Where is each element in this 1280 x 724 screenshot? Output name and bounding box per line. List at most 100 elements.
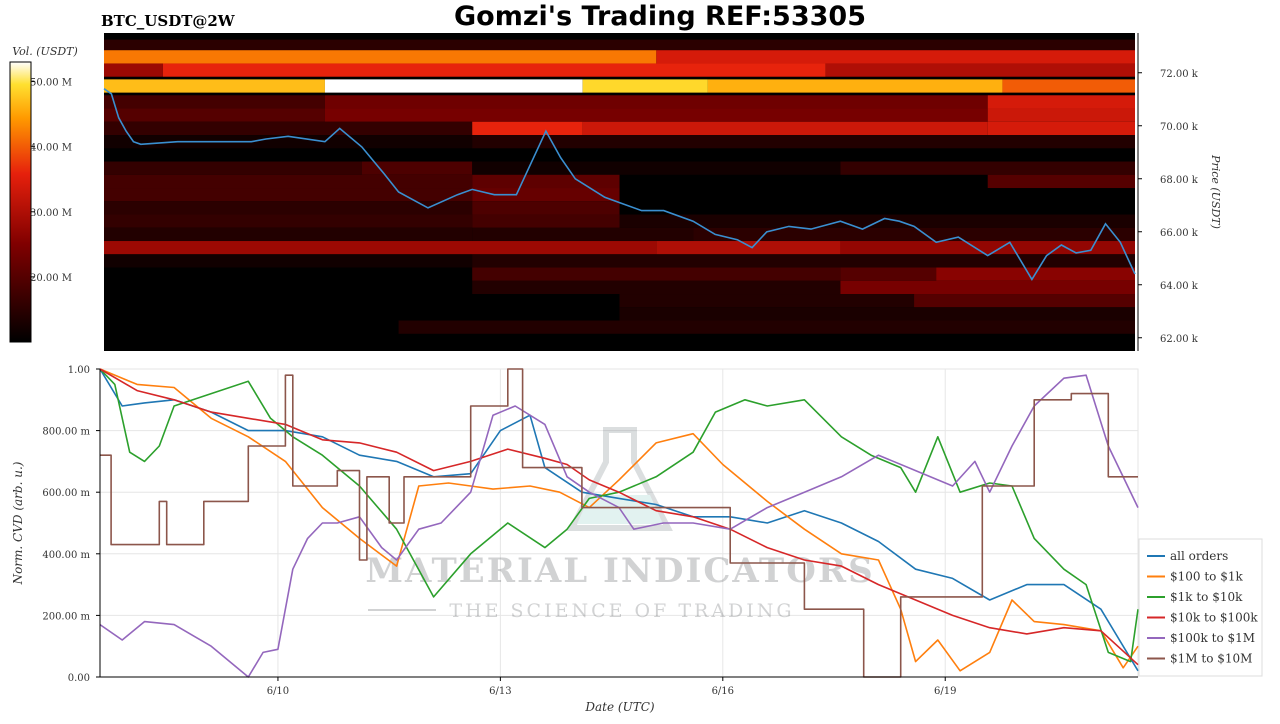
legend-label: $1k to $10k	[1170, 590, 1243, 604]
heatmap-cell	[825, 63, 1135, 77]
price-tick-label: 64.00 k	[1160, 281, 1199, 292]
price-tick-label: 70.00 k	[1160, 122, 1199, 133]
price-line	[103, 88, 1136, 281]
heatmap-cell	[104, 254, 473, 268]
heatmap-bands	[104, 39, 1136, 334]
heatmap-cell	[1002, 79, 1135, 93]
watermark-tagline: THE SCIENCE OF TRADING	[449, 600, 794, 622]
heatmap-cell	[104, 135, 473, 149]
heatmap-cell	[324, 95, 988, 109]
heatmap-cell	[707, 79, 1003, 93]
heatmap-cell	[987, 174, 1135, 189]
heatmap-cell	[840, 241, 1135, 255]
heatmap-cell	[472, 188, 620, 202]
heatmap-cell	[361, 161, 473, 175]
heatmap-cell	[398, 320, 1136, 334]
series-line	[99, 368, 1139, 666]
cvd-y-axis-label: Norm. CVD (arb. u.)	[11, 461, 25, 585]
heatmap-cell	[324, 108, 988, 122]
price-axis-label: Price (USDT)	[1209, 154, 1222, 229]
cvd-x-tick-label: 6/10	[267, 686, 289, 697]
heatmap-cell	[582, 121, 988, 136]
heatmap-cell	[693, 227, 1135, 242]
cvd-x-ticks: 6/10 6/13 6/16 6/19	[267, 677, 956, 697]
cvd-x-tick-label: 6/13	[489, 686, 511, 697]
cvd-y-tick-label: 200.00 m	[42, 611, 90, 622]
legend-label: all orders	[1170, 549, 1228, 563]
heatmap-cell	[104, 161, 362, 175]
legend-label: $100 to $1k	[1170, 570, 1243, 584]
heatmap-cell	[104, 50, 657, 64]
heatmap-cell	[472, 121, 583, 136]
legend-label: $1M to $10M	[1170, 652, 1252, 666]
legend-box	[1138, 538, 1263, 677]
cvd-y-tick-label: 600.00 m	[42, 488, 90, 499]
colorbar-tick-label: 30.00 M	[30, 208, 72, 219]
heatmap-cell	[987, 95, 1135, 109]
heatmap-cell	[472, 214, 620, 228]
symbol-label: BTC_USDT@2W	[101, 12, 236, 30]
series-line	[99, 374, 1139, 678]
heatmap-cell	[472, 267, 841, 281]
price-tick-label: 66.00 k	[1160, 228, 1199, 239]
heatmap-cell	[104, 79, 325, 93]
heatmap-cell	[619, 294, 915, 308]
legend-label: $10k to $100k	[1170, 611, 1258, 625]
price-tick-label: 72.00 k	[1160, 69, 1199, 80]
cvd-y-tick-label: 800.00 m	[42, 427, 90, 438]
heatmap-cell	[104, 121, 473, 136]
heatmap-cell	[987, 108, 1135, 122]
colorbar-tick-label: 40.00 M	[30, 143, 72, 154]
heatmap-cell	[987, 121, 1135, 136]
cvd-y-tick-label: 0.00	[68, 673, 90, 684]
cvd-series	[99, 368, 1139, 678]
heatmap-cell	[472, 280, 841, 295]
series-line	[99, 368, 1139, 663]
heatmap-cell	[656, 241, 841, 255]
heatmap-cell	[840, 280, 1135, 295]
heatmap-cell	[472, 201, 620, 215]
heatmap-cell	[472, 161, 841, 175]
cvd-y-ticks: 0.00 200.00 m 400.00 m 600.00 m 800.00 m 1.00	[42, 365, 100, 684]
heatmap-cell	[104, 201, 473, 215]
heatmap-cell	[840, 267, 937, 281]
colorbar	[9, 61, 32, 343]
cvd-x-axis-label: Date (UTC)	[584, 700, 654, 714]
heatmap-cell	[104, 188, 473, 202]
cvd-x-tick-label: 6/19	[934, 686, 956, 697]
heatmap-cell	[619, 307, 1135, 321]
series-line	[99, 368, 1139, 672]
heatmap-cell	[840, 161, 1135, 175]
heatmap-cell	[104, 63, 163, 77]
colorbar-tick-label: 20.00 M	[30, 273, 72, 284]
colorbar-ticks: 20.00 M 30.00 M 40.00 M 50.00 M	[30, 78, 72, 284]
heatmap-cell	[104, 39, 1135, 53]
cvd-y-tick-label: 1.00	[68, 365, 90, 376]
heatmap-cell	[472, 174, 620, 189]
watermark: MATERIAL INDICATORS THE SCIENCE OF TRADI…	[365, 427, 874, 622]
heatmap-cell	[104, 227, 473, 242]
colorbar-tick-label: 50.00 M	[30, 78, 72, 89]
price-axis-ticks: 62.00 k 64.00 k 66.00 k 68.00 k 70.00 k 72.00…	[1138, 69, 1199, 345]
heatmap-cell	[656, 50, 1135, 64]
heatmap-cell	[104, 108, 325, 122]
chart-title: Gomzi's Trading REF:53305	[454, 1, 866, 32]
heatmap-cell	[914, 294, 1135, 308]
watermark-main-text: MATERIAL INDICATORS	[365, 551, 874, 591]
series-line	[100, 368, 1138, 678]
heatmap-cell	[104, 214, 473, 228]
cvd-y-tick-label: 400.00 m	[42, 550, 90, 561]
price-tick-label: 68.00 k	[1160, 175, 1199, 186]
heatmap-cell	[324, 79, 583, 93]
cvd-x-tick-label: 6/16	[712, 686, 734, 697]
colorbar-label: Vol. (USDT)	[12, 45, 78, 58]
legend: all orders $100 to $1k $1k to $10k $10k to …	[1138, 538, 1263, 677]
heatmap-cell	[104, 174, 473, 189]
heatmap-cell	[162, 63, 826, 77]
heatmap-cell	[472, 227, 694, 242]
price-tick-label: 62.00 k	[1160, 334, 1199, 345]
flask-icon	[567, 427, 673, 531]
heatmap-cell	[104, 95, 325, 109]
